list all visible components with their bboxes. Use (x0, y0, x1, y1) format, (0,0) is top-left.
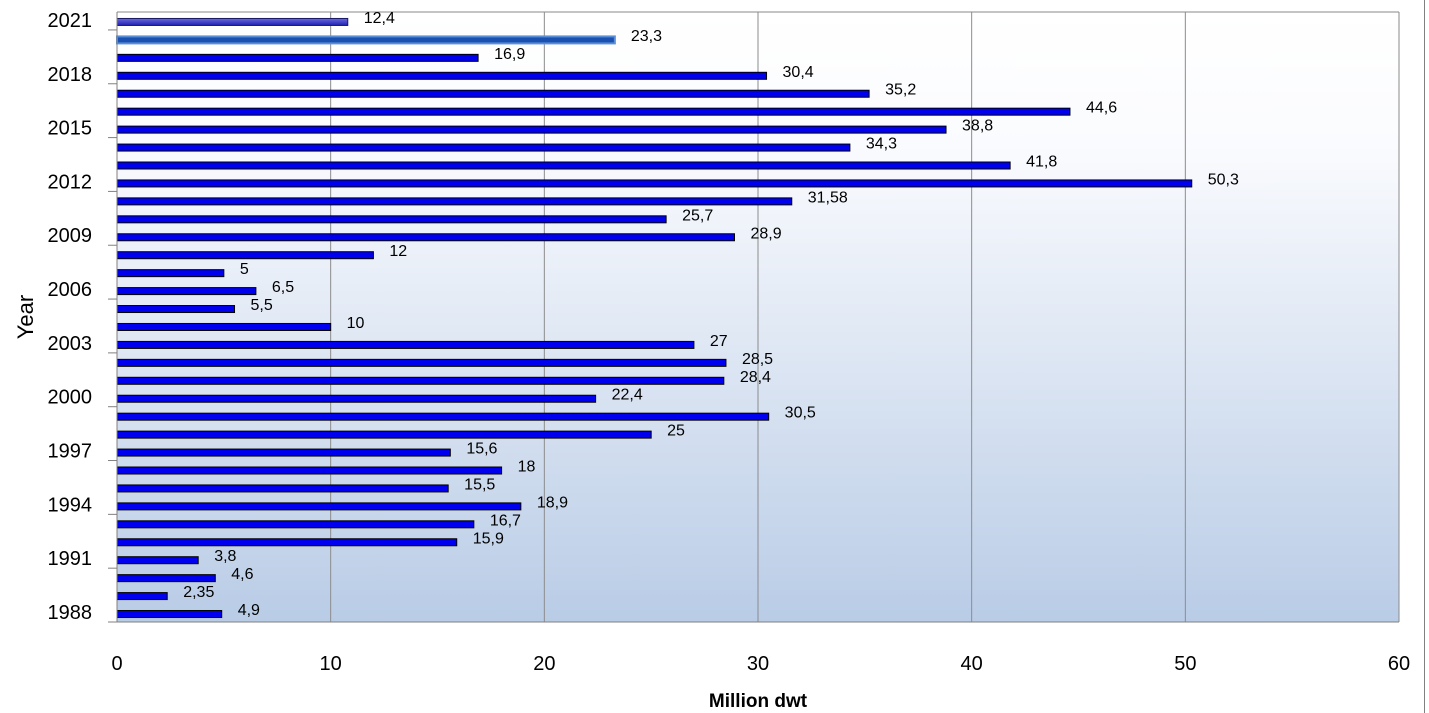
bar-value-label: 41,8 (1026, 154, 1057, 171)
bar-2002 (116, 358, 727, 367)
bar-value-label: 12 (389, 243, 407, 260)
bar-value-label: 6,5 (272, 279, 294, 296)
y-tick-label: 1994 (48, 494, 93, 516)
bar-series (116, 17, 1193, 619)
bar-1991 (116, 556, 199, 565)
x-axis-ticks: 0 10 20 30 40 50 60 (111, 653, 1410, 675)
bar-value-label: 50,3 (1208, 171, 1239, 188)
bar-value-label: 10 (347, 315, 365, 332)
bar-2006 (116, 287, 257, 296)
bar-2018 (116, 71, 768, 80)
y-tick-label: 2003 (48, 333, 93, 355)
bar-value-label: 34,3 (866, 136, 897, 153)
y-tick-label: 2009 (48, 225, 93, 247)
bar-2001 (116, 376, 725, 385)
bar-2007 (116, 269, 225, 278)
bar-value-label: 27 (710, 333, 728, 350)
bar-2017 (116, 89, 870, 98)
y-axis-title: Year (13, 295, 38, 339)
bar-value-label: 5 (240, 261, 249, 278)
bar-value-label: 28,4 (740, 369, 771, 386)
bar-2003 (116, 340, 695, 349)
bar-value-label: 31,58 (808, 189, 848, 206)
x-tick-label: 40 (961, 653, 983, 675)
bar-2013 (116, 161, 1011, 170)
bar-value-label: 4,6 (231, 566, 253, 583)
x-tick-label: 60 (1388, 653, 1410, 675)
bar-1994 (116, 502, 522, 511)
bar-value-label: 18,9 (537, 494, 568, 511)
x-tick-label: 10 (320, 653, 342, 675)
bar-1998 (116, 430, 652, 439)
bar-2011 (116, 197, 793, 206)
y-tick-label: 2015 (48, 118, 93, 140)
bar-2020 (116, 35, 616, 45)
bar-value-label: 35,2 (885, 82, 916, 99)
bar-2010 (116, 215, 667, 224)
bar-2004 (116, 322, 332, 331)
y-tick-label: 2006 (48, 279, 93, 301)
bar-2014 (116, 143, 851, 152)
x-axis-title: Million dwt (709, 691, 808, 712)
bar-1995 (116, 484, 449, 493)
bar-1992 (116, 538, 458, 547)
bar-value-label: 38,8 (962, 118, 993, 135)
bar-value-label: 28,9 (750, 225, 781, 242)
bar-1989 (116, 592, 168, 601)
bar-value-label: 15,5 (464, 476, 495, 493)
bar-1990 (116, 574, 216, 583)
y-tick-label: 1991 (48, 548, 93, 570)
x-tick-label: 30 (747, 653, 769, 675)
bar-value-label: 44,6 (1086, 100, 1117, 117)
bar-1999 (116, 412, 770, 421)
y-tick-label: 2021 (48, 10, 93, 32)
y-tick-label: 2012 (48, 171, 93, 193)
bar-2000 (116, 394, 597, 403)
bar-2021 (116, 17, 349, 26)
bar-1988 (116, 610, 223, 619)
frame-rule (1424, 0, 1425, 713)
y-tick-label: 1997 (48, 441, 93, 463)
bar-value-label: 28,5 (742, 351, 773, 368)
bar-value-label: 23,3 (631, 28, 662, 45)
bar-value-label: 2,35 (183, 584, 214, 601)
bar-value-label: 15,9 (473, 530, 504, 547)
bar-value-label: 25,7 (682, 207, 713, 224)
bar-2012 (116, 179, 1193, 188)
y-tick-label: 2000 (48, 387, 93, 409)
bar-1993 (116, 520, 475, 529)
x-tick-label: 0 (111, 653, 122, 675)
y-tick-label: 2018 (48, 64, 93, 86)
data-labels: 12,4 23,3 16,9 30,4 35,2 44,6 38,8 34,3 41,8 50,3… (183, 10, 1239, 619)
bar-value-label: 4,9 (238, 602, 260, 619)
bar-2005 (116, 305, 236, 314)
bar-value-label: 30,4 (783, 64, 814, 81)
y-axis-ticks: 2021 2018 2015 2012 2009 2006 2003 2000 1997 1994… (48, 10, 117, 624)
bar-2015 (116, 125, 947, 134)
bar-value-label: 18 (518, 459, 536, 476)
bar-value-label: 22,4 (612, 387, 643, 404)
x-tick-label: 50 (1174, 653, 1196, 675)
bar-value-label: 3,8 (214, 548, 236, 565)
x-tick-label: 20 (533, 653, 555, 675)
bar-2019 (116, 53, 479, 62)
bar-value-label: 16,9 (494, 46, 525, 63)
bar-value-label: 15,6 (466, 441, 497, 458)
y-tick-label: 1988 (48, 602, 93, 624)
bar-value-label: 16,7 (490, 512, 521, 529)
bar-2016 (116, 107, 1071, 116)
bar-value-label: 30,5 (785, 405, 816, 422)
bar-1997 (116, 448, 451, 457)
bar-value-label: 5,5 (251, 297, 273, 314)
bar-value-label: 25 (667, 423, 685, 440)
bar-2009 (116, 233, 735, 242)
bar-2008 (116, 251, 374, 260)
bar-value-label: 12,4 (364, 10, 395, 27)
bar-1996 (116, 466, 503, 475)
